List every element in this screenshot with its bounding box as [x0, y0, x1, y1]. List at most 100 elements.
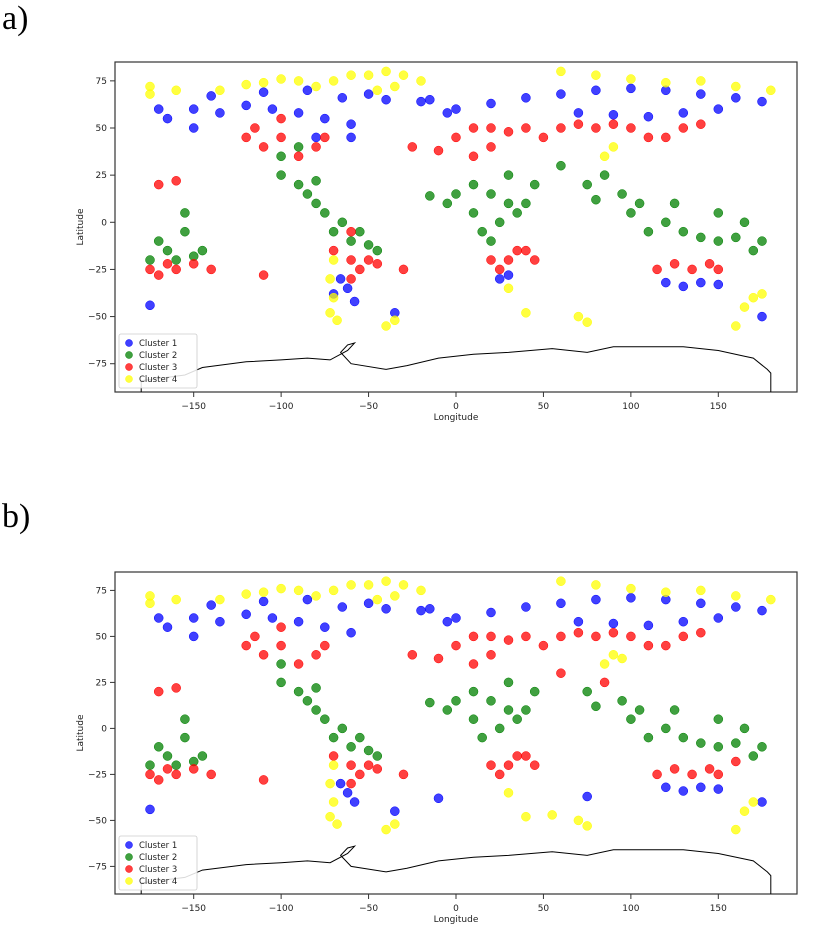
panel-label-b: b) [2, 498, 31, 535]
data-point [258, 650, 269, 660]
data-point [468, 659, 479, 669]
data-point [145, 760, 155, 770]
data-point [197, 245, 208, 256]
data-point [608, 110, 619, 120]
data-point [503, 127, 514, 137]
x-tick-label: −150 [181, 402, 206, 412]
legend-label: Cluster 1 [139, 841, 177, 851]
data-point [713, 742, 724, 752]
data-point [451, 189, 461, 199]
data-point [293, 616, 304, 627]
data-point [355, 732, 365, 743]
data-point [521, 705, 531, 715]
data-point [346, 760, 356, 770]
data-point [328, 732, 339, 743]
data-point [372, 85, 383, 96]
data-point [573, 119, 584, 129]
data-point [678, 732, 689, 743]
y-axis-label: Latitude [76, 714, 86, 752]
data-point [302, 594, 313, 605]
data-point [617, 189, 627, 199]
data-point [349, 296, 360, 307]
data-point [302, 189, 313, 199]
data-point [766, 594, 776, 605]
data-point [328, 797, 339, 807]
data-point [346, 236, 356, 246]
legend-marker [125, 375, 133, 383]
data-point [556, 631, 566, 642]
data-point [669, 259, 680, 269]
data-point [328, 760, 339, 770]
antarctica-outline [140, 845, 772, 894]
data-point [433, 793, 444, 804]
data-point [363, 745, 374, 756]
data-point [241, 589, 251, 599]
series-cluster-4 [145, 66, 776, 331]
data-point [696, 782, 706, 793]
data-point [328, 245, 339, 256]
data-point [153, 742, 164, 752]
x-tick-label: 100 [622, 402, 639, 412]
data-point [748, 751, 759, 761]
data-point [325, 274, 335, 284]
data-point [521, 751, 531, 761]
data-point [494, 723, 505, 734]
data-point [258, 142, 269, 152]
data-point [372, 245, 383, 256]
y-tick-label: −75 [88, 862, 107, 872]
data-point [678, 123, 689, 133]
data-point [390, 315, 400, 326]
data-point [416, 585, 426, 596]
data-point [258, 596, 269, 607]
data-point [346, 627, 356, 638]
data-point [704, 764, 715, 774]
data-point [425, 697, 435, 708]
data-point [713, 613, 724, 623]
data-point [162, 622, 173, 632]
y-tick-label: 25 [96, 171, 107, 181]
data-point [302, 85, 313, 96]
data-point [731, 81, 741, 92]
data-point [731, 756, 741, 767]
legend-box [118, 835, 198, 891]
data-point [293, 659, 304, 669]
data-point [349, 797, 360, 807]
data-point [486, 255, 496, 265]
data-point [311, 132, 321, 143]
data-point [153, 270, 164, 280]
data-point [337, 93, 348, 103]
data-point [582, 821, 592, 831]
data-point [731, 591, 741, 601]
data-point [468, 179, 479, 190]
y-tick-label: 25 [96, 678, 107, 688]
data-point [494, 769, 505, 780]
legend-label: Cluster 3 [139, 865, 177, 875]
data-point [451, 132, 461, 143]
data-point [652, 264, 662, 275]
data-point [591, 580, 601, 590]
data-point [739, 302, 750, 312]
data-point [451, 696, 461, 706]
legend-box [118, 333, 198, 389]
data-point [757, 311, 767, 322]
panel-label-a: a) [2, 0, 29, 37]
data-point [320, 640, 330, 651]
data-point [696, 232, 706, 243]
data-point [556, 160, 566, 171]
data-point [145, 264, 155, 275]
data-point [390, 591, 400, 601]
data-point [171, 176, 181, 186]
data-point [669, 764, 680, 774]
data-point [215, 108, 225, 118]
data-point [328, 751, 339, 761]
data-point [678, 786, 689, 796]
data-point [608, 627, 619, 638]
data-point [494, 217, 505, 228]
data-point [582, 791, 592, 802]
data-point [302, 696, 313, 706]
legend-marker [125, 351, 133, 359]
data-point [643, 640, 654, 651]
data-point [591, 594, 601, 605]
data-point [206, 600, 216, 610]
y-tick-label: 50 [96, 632, 108, 642]
